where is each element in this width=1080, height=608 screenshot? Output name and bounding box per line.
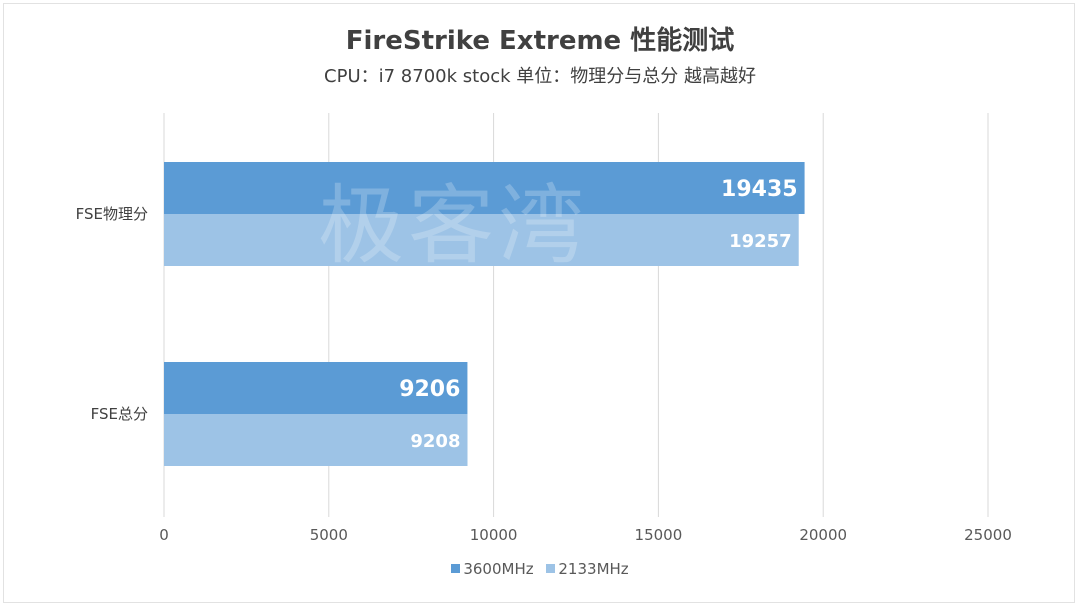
data-label: 9206 [399, 377, 460, 402]
x-tick-label: 10000 [470, 526, 518, 544]
legend-swatch-2133 [546, 564, 556, 573]
chart-legend: 3600MHz 2133MHz [0, 560, 1080, 578]
bar [164, 214, 799, 266]
data-label: 19257 [729, 231, 792, 252]
chart-title: FireStrike Extreme 性能测试 [345, 26, 735, 56]
x-tick-label: 20000 [799, 526, 847, 544]
legend-label-2133: 2133MHz [558, 560, 629, 578]
legend-swatch-3600 [451, 564, 461, 573]
chart-subtitle: CPU：i7 8700k stock 单位：物理分与总分 越高越好 [324, 66, 756, 87]
legend-label-3600: 3600MHz [463, 560, 534, 578]
x-tick-label: 15000 [635, 526, 683, 544]
bar [164, 414, 468, 466]
chart-frame [3, 3, 1075, 603]
category-label: FSE物理分 [76, 205, 148, 223]
bar [164, 162, 805, 214]
data-label: 9208 [410, 431, 460, 452]
legend-item-3600: 3600MHz [451, 560, 534, 578]
x-tick-label: 0 [159, 526, 169, 544]
x-tick-label: 25000 [964, 526, 1012, 544]
category-label: FSE总分 [91, 405, 148, 423]
bar [164, 362, 468, 414]
x-tick-label: 5000 [310, 526, 348, 544]
data-label: 19435 [721, 177, 798, 202]
legend-item-2133: 2133MHz [546, 560, 629, 578]
